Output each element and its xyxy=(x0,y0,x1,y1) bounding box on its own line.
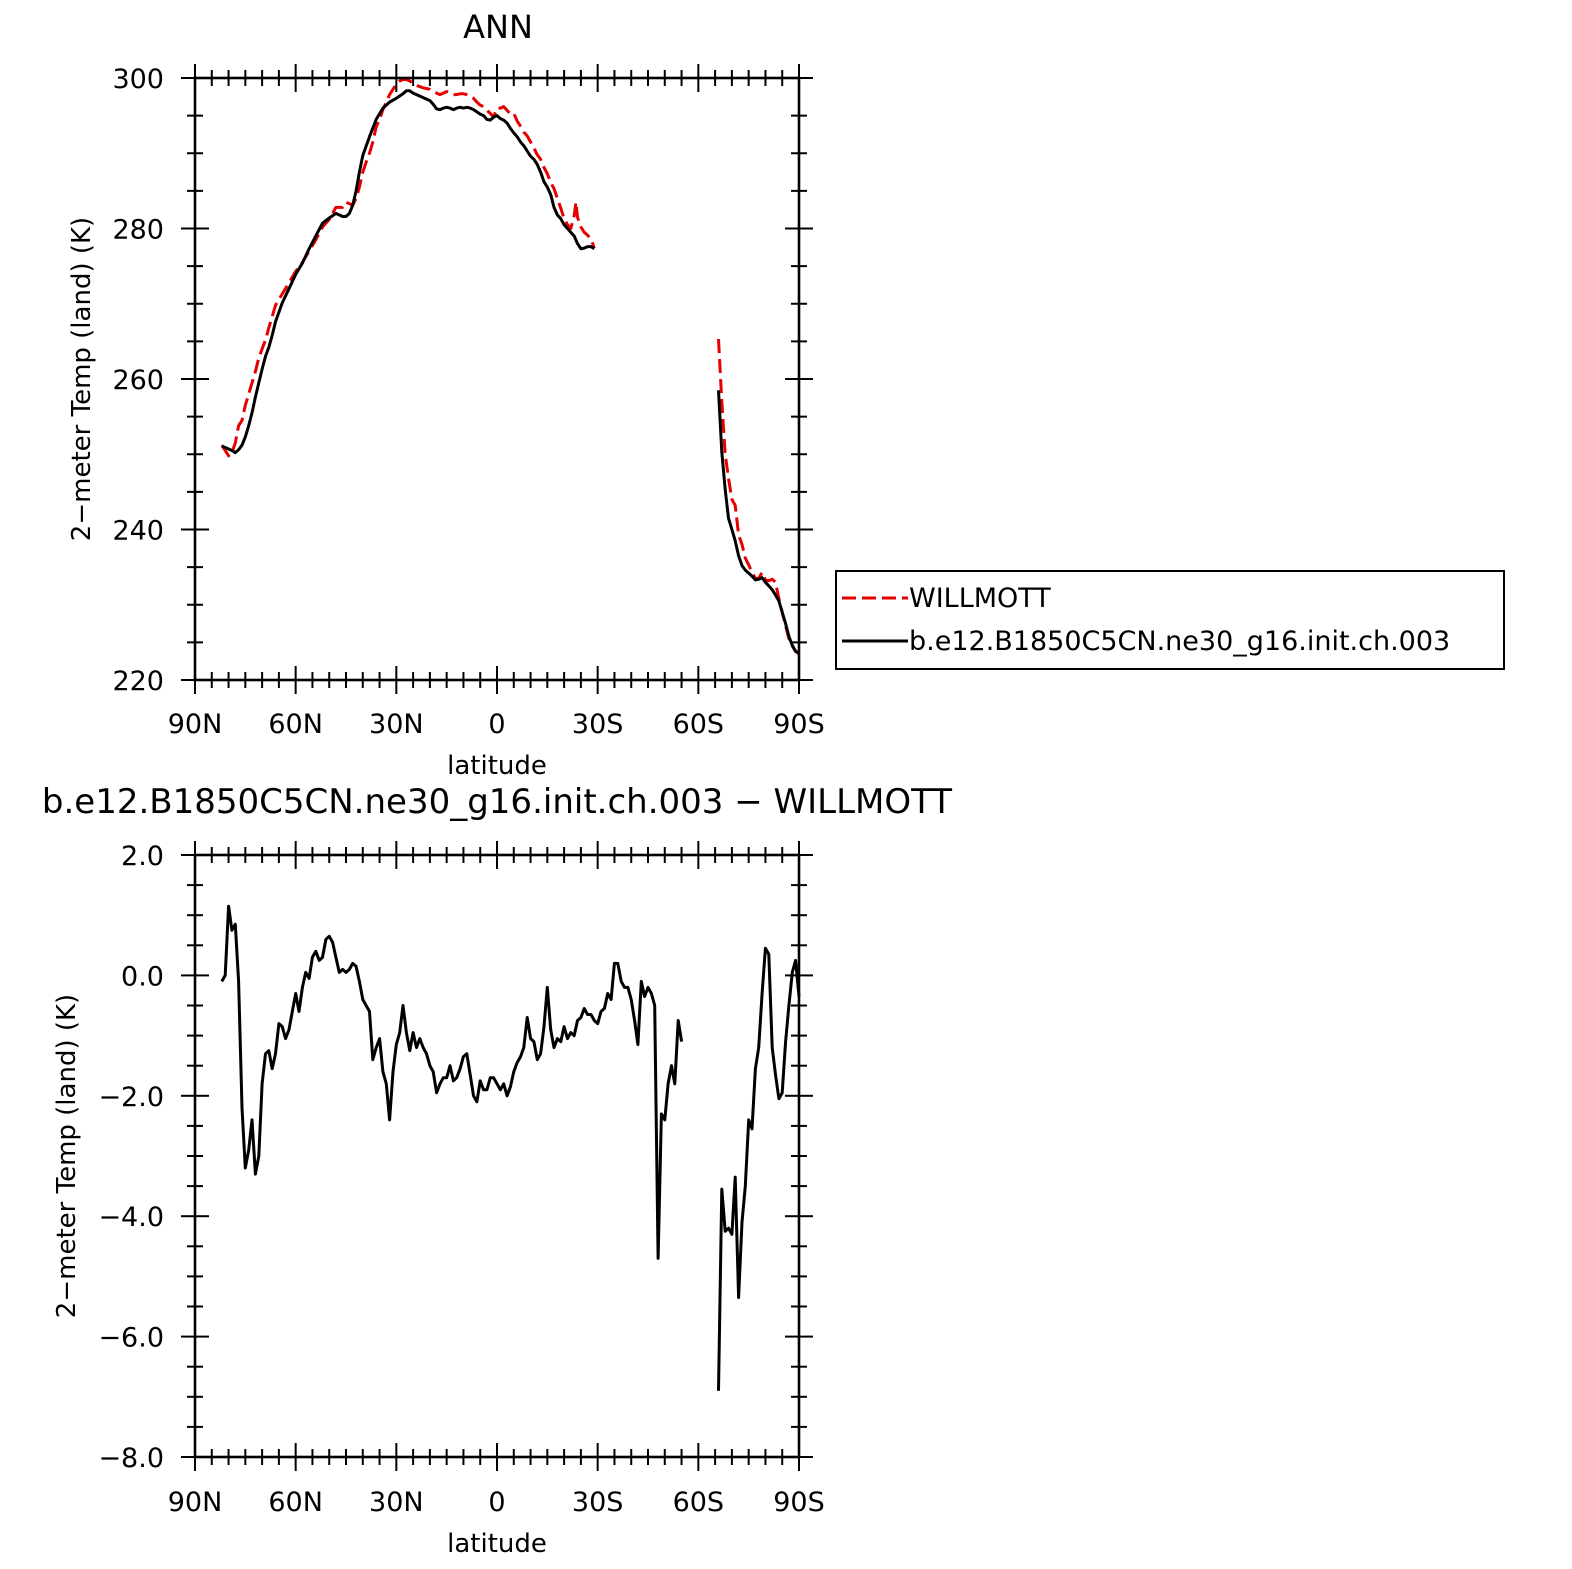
series-line-b-e12-b1850c5cn-ne30-g16-init-ch-003-segment-1 xyxy=(221,89,596,455)
legend-label-willmott: WILLMOTT xyxy=(909,583,1051,614)
y-tick-label: 2.0 xyxy=(121,841,164,872)
x-tick-label: 30N xyxy=(369,709,424,740)
y-tick-label: 300 xyxy=(112,64,164,95)
legend-label-model: b.e12.B1850C5CN.ne30_g16.init.ch.003 xyxy=(909,626,1450,657)
climatology-panel: ANN 90N 60N 30N 0 30S 60S 90S 220240260280300 … xyxy=(67,8,1505,781)
y-tick-label: 220 xyxy=(112,666,164,697)
y-tick-label: −8.0 xyxy=(98,1443,164,1474)
x-tick-label: 30S xyxy=(572,709,624,740)
x-axis-title: latitude xyxy=(447,1529,547,1559)
x-tick-label: 90S xyxy=(773,709,825,740)
x-tick-label: 90N xyxy=(168,1487,223,1518)
series-line-difference-segment-1 xyxy=(220,904,684,1260)
x-tick-label: 60N xyxy=(268,1487,323,1518)
legend: WILLMOTT b.e12.B1850C5CN.ne30_g16.init.c… xyxy=(835,570,1505,670)
x-axis-title: latitude xyxy=(447,751,547,781)
axis-ticks xyxy=(181,64,813,694)
y-tick-labels: −8.0 −6.0 −4.0 −2.0 0.0 2.0 xyxy=(98,841,164,1474)
x-tick-label: 90N xyxy=(168,709,223,740)
x-tick-label: 60N xyxy=(268,709,323,740)
y-tick-label: 260 xyxy=(112,365,164,396)
x-tick-labels: 90N 60N 30N 0 30S 60S 90S xyxy=(168,1487,825,1518)
x-tick-label: 30S xyxy=(572,1487,624,1518)
legend-box xyxy=(835,570,1505,670)
chart-title: b.e12.B1850C5CN.ne30_g16.init.ch.003 − W… xyxy=(42,782,952,822)
x-tick-label: 60S xyxy=(673,709,725,740)
y-axis-title: 2−meter Temp (land) (K) xyxy=(67,217,97,541)
y-tick-label: −4.0 xyxy=(98,1202,164,1233)
series-group xyxy=(220,78,800,655)
x-tick-label: 0 xyxy=(488,709,505,740)
chart-title: ANN xyxy=(463,8,533,46)
y-tick-label: −6.0 xyxy=(98,1323,164,1354)
x-tick-label: 0 xyxy=(488,1487,505,1518)
series-line-b-e12-b1850c5cn-ne30-g16-init-ch-003-segment-2 xyxy=(717,390,800,655)
plot-frame xyxy=(193,76,801,682)
x-tick-labels: 90N 60N 30N 0 30S 60S 90S xyxy=(168,709,825,740)
y-tick-label: 280 xyxy=(112,215,164,246)
series-line-difference-segment-2 xyxy=(717,946,801,1391)
difference-panel: b.e12.B1850C5CN.ne30_g16.init.ch.003 − W… xyxy=(42,782,952,1559)
plot-frame xyxy=(193,853,801,1459)
y-tick-label: 240 xyxy=(112,516,164,547)
y-tick-label: −2.0 xyxy=(98,1082,164,1113)
x-tick-label: 90S xyxy=(773,1487,825,1518)
axis-ticks xyxy=(181,841,813,1471)
series-line-willmott-segment-1 xyxy=(220,78,596,458)
x-tick-label: 30N xyxy=(369,1487,424,1518)
x-tick-label: 60S xyxy=(673,1487,725,1518)
series-line-willmott-segment-2 xyxy=(717,339,800,655)
y-tick-label: 0.0 xyxy=(121,961,164,992)
y-axis-title: 2−meter Temp (land) (K) xyxy=(52,994,82,1318)
series-group xyxy=(220,904,801,1391)
y-tick-labels: 220 240 260 280 300 xyxy=(112,64,164,697)
